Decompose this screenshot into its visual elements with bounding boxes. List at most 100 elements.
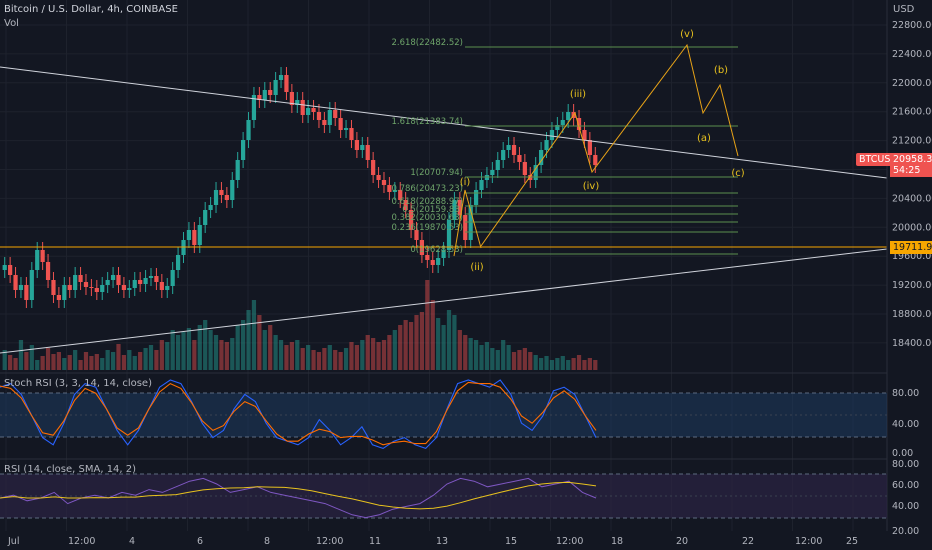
candle-body [138, 280, 143, 284]
time-axis[interactable]: Jul 12:00 4 6 8 12:00 11 13 15 12:00 18 20 22 12:00 25 [7, 536, 858, 547]
volume-bar [365, 335, 370, 370]
rsi-ma-line [0, 481, 597, 510]
volume-bar [300, 348, 305, 370]
price-axis[interactable]: 22800.00 22400.00 22000.00 21600.00 21200.00… [892, 20, 932, 349]
candle-body [56, 295, 61, 300]
volume-bar [479, 345, 484, 370]
candle-body [121, 285, 127, 290]
volume-bar [544, 356, 549, 370]
price-tick-label: 21200.00 [892, 136, 932, 147]
volume-bar [490, 348, 495, 370]
time-tick-label: 15 [505, 536, 517, 547]
volume-bar [528, 352, 533, 370]
candle-body [333, 110, 338, 118]
volume-bar [403, 320, 408, 370]
candle-body [381, 180, 387, 185]
candle-body [495, 160, 500, 170]
volume-bar [322, 348, 327, 370]
rsi-line [0, 477, 597, 519]
volume-bar [452, 315, 457, 370]
time-tick-label: 11 [369, 536, 381, 547]
candle-body [289, 92, 294, 105]
currency-label: USD [893, 4, 915, 15]
candle-body [479, 180, 484, 190]
candle-body [365, 145, 370, 160]
candle-body [322, 120, 327, 125]
volume-bar [165, 342, 170, 370]
candle-body [273, 80, 278, 95]
ascending-trendline[interactable] [0, 248, 888, 354]
wave-label-iv: (iv) [583, 181, 600, 192]
volume-bar [235, 325, 240, 370]
volume-bar [446, 310, 452, 370]
wave-label-i: (i) [460, 177, 471, 188]
candle-body [371, 160, 376, 175]
volume-bar [154, 350, 159, 370]
volume-bar [327, 345, 332, 370]
volume-bar [56, 352, 61, 370]
candle-body [246, 120, 251, 140]
volume-bar [138, 352, 143, 370]
candle-body [203, 210, 208, 225]
wave-impulse-small[interactable] [453, 189, 482, 257]
fib-level-label: 0.236(19870.53) [391, 223, 463, 233]
price-tick-label: 20000.00 [892, 222, 932, 233]
candle-body [582, 130, 587, 140]
candle-body [83, 282, 89, 287]
time-tick-label: 25 [846, 536, 858, 547]
candle-body [587, 140, 592, 155]
candle-body [51, 280, 56, 295]
candle-body [94, 288, 99, 292]
volume-bar [45, 348, 51, 370]
volume-bar [333, 350, 338, 370]
volume-bar [273, 335, 278, 370]
stoch-d-line [0, 381, 597, 446]
fib-level-label: 0.5(20159.83) [402, 205, 463, 215]
candle-body [354, 140, 359, 150]
descending-trendline[interactable] [0, 66, 888, 179]
candle-body [132, 280, 137, 288]
candle-body [100, 285, 105, 292]
volume-legend[interactable]: Vol [4, 18, 19, 29]
volume-bar [208, 330, 213, 370]
volume-bar [116, 344, 121, 370]
volume-bar [495, 350, 500, 370]
time-tick-label: 8 [264, 536, 270, 547]
candle-body [268, 90, 273, 95]
candle-body [127, 288, 132, 290]
volume-bar [306, 345, 311, 370]
rsi-tick-label: 40.00 [892, 501, 919, 512]
volume-bar [587, 358, 592, 370]
candle-body [284, 75, 289, 92]
elliott-wave-path[interactable] [480, 43, 739, 247]
volume-bar [132, 356, 137, 370]
price-tick-label: 19200.00 [892, 280, 932, 291]
wave-label-b: (b) [714, 65, 728, 76]
candle-body [18, 285, 24, 290]
candle-body [40, 250, 45, 262]
volume-bar [29, 345, 34, 370]
candle-body [295, 100, 300, 105]
price-tick-label: 18400.00 [892, 338, 932, 349]
stoch-rsi-title[interactable]: Stoch RSI (3, 3, 14, 14, close) [4, 378, 152, 389]
volume-bar [576, 355, 582, 370]
stoch-k-line [0, 379, 597, 450]
fib-extension[interactable]: 2.618(22482.52) 1.618(21383.74) 1(20707.94… [391, 38, 738, 255]
volume-bar [473, 340, 479, 370]
rsi-title[interactable]: RSI (14, close, SMA, 14, 2) [4, 464, 137, 475]
candle-body [170, 270, 175, 286]
symbol-title[interactable]: Bitcoin / U.S. Dollar, 4h, COINBASE [4, 4, 178, 15]
volume-bar [354, 345, 359, 370]
candle-body [208, 205, 213, 210]
volume-bar [89, 356, 94, 370]
rsi-axis: 80.00 60.00 40.00 20.00 [892, 459, 919, 537]
rsi-tick-label: 60.00 [892, 480, 919, 491]
candle-body [392, 190, 397, 192]
volume-bar [241, 320, 246, 370]
volume-bar [181, 332, 186, 370]
rsi-tick-label: 20.00 [892, 526, 919, 537]
candle-body [224, 195, 229, 200]
candle-body [105, 280, 110, 285]
volume-bar [268, 325, 273, 370]
